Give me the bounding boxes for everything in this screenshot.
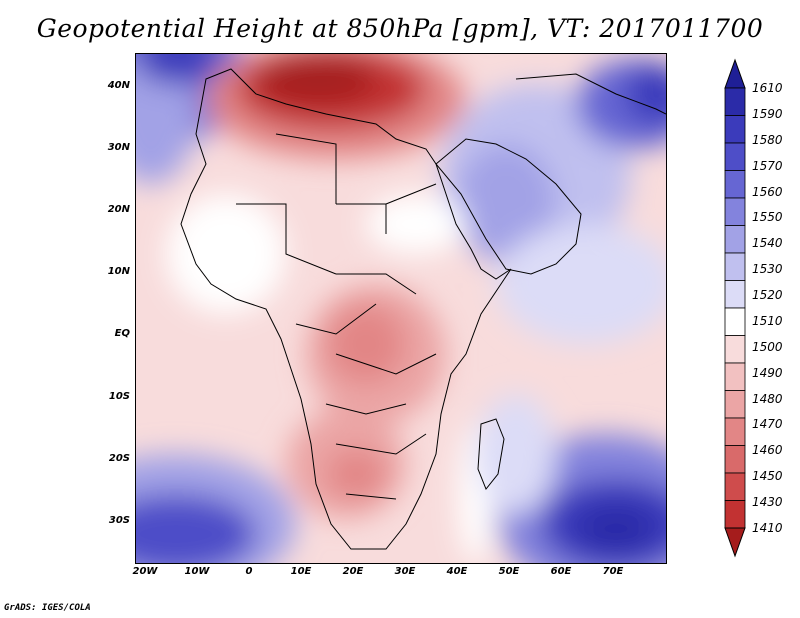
colorbar-segment	[724, 170, 746, 199]
lon-label: 70E	[602, 566, 624, 577]
colorbar-bottom-arrow	[724, 527, 746, 558]
colorbar-label: 1580	[752, 132, 783, 147]
arabia-coast	[435, 138, 582, 275]
lat-label: 10S	[108, 391, 130, 402]
lon-label: 10E	[290, 566, 312, 577]
colorbar-label: 1470	[752, 417, 783, 432]
lon-label: 60E	[550, 566, 572, 577]
colorbar-label: 1460	[752, 443, 783, 458]
lon-label: 10W	[184, 566, 210, 577]
colorbar-label: 1610	[752, 81, 783, 95]
colorbar-segment	[724, 362, 746, 391]
lat-label: 20N	[107, 204, 130, 215]
colorbar-segment	[724, 115, 746, 144]
colorbar-segment	[724, 472, 746, 501]
colorbar-segment	[724, 445, 746, 474]
colorbar-label: 1510	[752, 313, 783, 328]
colorbar-segment	[724, 335, 746, 364]
colorbar-label: 1480	[752, 391, 783, 406]
colorbar-label: 1540	[752, 236, 783, 251]
colorbar	[724, 58, 746, 558]
colorbar-segment	[724, 390, 746, 419]
colorbar-label: 1560	[752, 184, 783, 199]
colorbar-label: 1490	[752, 365, 783, 380]
colorbar-segment	[724, 225, 746, 254]
lat-label: 30N	[107, 142, 130, 153]
lat-label: 40N	[107, 80, 130, 91]
colorbar-label: 1520	[752, 288, 783, 303]
height-field-blobs	[136, 54, 666, 563]
colorbar-segment	[724, 252, 746, 281]
colorbar-segment	[724, 197, 746, 226]
lat-label: 10N	[107, 266, 130, 277]
lat-label: 30S	[108, 515, 130, 526]
colorbar-segment	[724, 417, 746, 446]
colorbar-top-arrow	[724, 58, 746, 89]
colorbar-label: 1570	[752, 158, 783, 173]
country-borders	[236, 133, 437, 500]
map-field	[136, 54, 666, 563]
coastlines	[180, 68, 666, 550]
colorbar-segment	[724, 280, 746, 309]
madagascar-coast	[477, 418, 505, 490]
colorbar-label: 1500	[752, 339, 783, 354]
lon-label: 20W	[132, 566, 158, 577]
colorbar-label: 1410	[752, 521, 783, 535]
lat-label: 20S	[108, 453, 130, 464]
colorbar-segment	[724, 307, 746, 336]
colorbar-segment	[724, 500, 746, 529]
colorbar-label: 1590	[752, 106, 783, 121]
lon-label: 0	[245, 566, 253, 577]
lon-label: 30E	[394, 566, 416, 577]
colorbar-segment	[724, 142, 746, 171]
africa-coast	[180, 68, 512, 550]
colorbar-segment	[724, 87, 746, 116]
asia-coast	[515, 73, 666, 115]
lon-label: 40E	[446, 566, 468, 577]
lon-label: 50E	[498, 566, 520, 577]
colorbar-label: 1450	[752, 469, 783, 484]
chart-title: Geopotential Height at 850hPa [gpm], VT:…	[36, 14, 764, 43]
lon-label: 20E	[342, 566, 364, 577]
colorbar-label: 1550	[752, 210, 783, 225]
map-panel	[135, 53, 667, 564]
colorbar-label: 1530	[752, 262, 783, 277]
credit-text: GrADS: IGES/COLA	[4, 603, 91, 613]
colorbar-label: 1430	[752, 495, 783, 510]
lat-label: EQ	[114, 328, 130, 339]
